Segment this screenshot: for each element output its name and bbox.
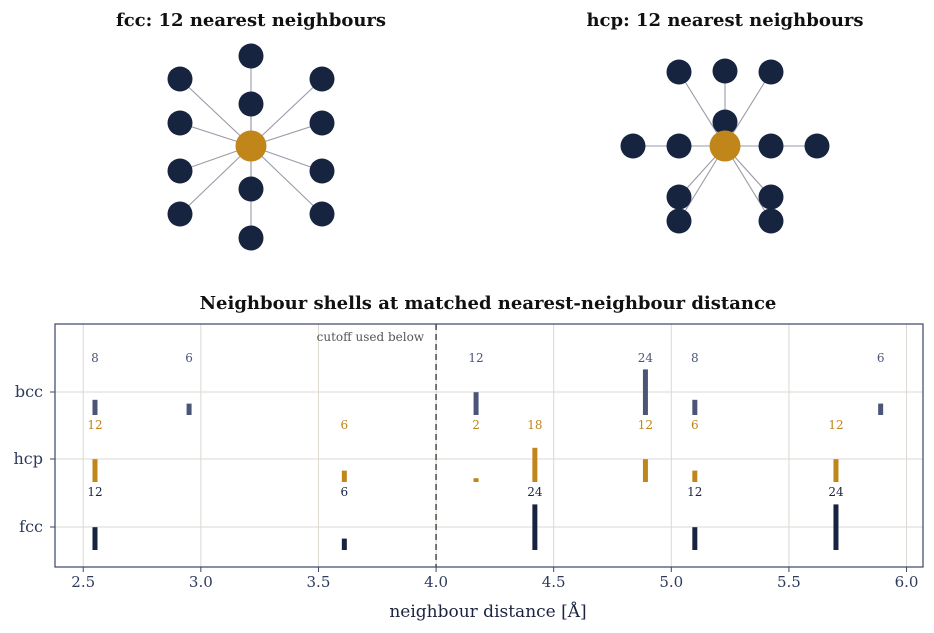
- fcc-neighbour-atom: [167, 110, 193, 136]
- fcc-shell-count-label: 24: [527, 485, 543, 499]
- hcp-shell-bar: [341, 470, 347, 482]
- x-axis-label: neighbour distance [Å]: [389, 601, 586, 622]
- fcc-neighbour-atom: [238, 176, 264, 202]
- hcp-neighbour-atom: [620, 133, 646, 159]
- hcp-shell-count-label: 2: [472, 418, 480, 432]
- fcc-diagram-title: fcc: 12 nearest neighbours: [116, 10, 386, 31]
- hcp-shell-count-label: 6: [691, 418, 699, 432]
- fcc-shell-bar: [532, 504, 538, 550]
- hcp-shell-count-label: 6: [341, 418, 349, 432]
- hcp-shell-count-label: 12: [87, 418, 102, 432]
- hcp-neighbour-atom: [758, 208, 784, 234]
- hcp-neighbour-atom: [712, 58, 738, 84]
- fcc-shell-count-label: 24: [828, 485, 844, 499]
- fcc-shell-bar: [833, 504, 839, 550]
- bcc-shell-count-label: 12: [468, 351, 483, 365]
- fcc-shell-count-label: 6: [341, 485, 349, 499]
- x-tick-label: 3.0: [189, 573, 213, 591]
- hcp-shell-bar: [833, 459, 839, 482]
- bcc-shell-count-label: 6: [877, 351, 885, 365]
- hcp-neighbour-atom: [712, 109, 738, 135]
- hcp-neighbour-atom: [758, 133, 784, 159]
- hcp-shell-count-label: 12: [828, 418, 843, 432]
- hcp-neighbour-atom: [758, 184, 784, 210]
- shell-chart: cutoff used below 8 6 12 24 8 6 12 6 2 18 12 6 12 12 6…: [13, 323, 924, 622]
- y-tick-label-fcc: fcc: [19, 517, 43, 536]
- fcc-shell-bar: [341, 538, 347, 550]
- x-tick-label: 6.0: [895, 573, 919, 591]
- hcp-shell-bar: [642, 459, 648, 482]
- fcc-shell-count-label: 12: [87, 485, 102, 499]
- y-axis: bcc hcp fcc: [13, 382, 55, 536]
- x-axis: 2.5 3.0 3.5 4.0 4.5 5.0 5.5 6.0: [71, 567, 918, 591]
- bcc-shell-bar: [642, 369, 648, 415]
- fcc-neighbour-atom: [167, 66, 193, 92]
- fcc-neighbour-atom: [309, 201, 335, 227]
- fcc-atoms: [167, 43, 335, 251]
- hcp-neighbour-atom: [666, 59, 692, 85]
- fcc-neighbour-atom: [309, 110, 335, 136]
- x-tick-label: 2.5: [71, 573, 95, 591]
- fcc-neighbour-atom: [238, 43, 264, 69]
- hcp-shell-bar: [473, 478, 479, 482]
- bcc-shell-bar: [692, 399, 698, 415]
- bcc-shell-count-label: 8: [691, 351, 699, 365]
- fcc-neighbour-atom: [238, 91, 264, 117]
- fcc-neighbour-atom: [238, 225, 264, 251]
- hcp-shell-count-label: 18: [527, 418, 542, 432]
- y-tick-label-bcc: bcc: [15, 382, 43, 401]
- bcc-shell-count-label: 24: [638, 351, 654, 365]
- fcc-center-atom: [235, 130, 267, 162]
- fcc-neighbour-atom: [309, 158, 335, 184]
- hcp-shell-bar: [92, 459, 98, 482]
- fcc-diagram: fcc: 12 nearest neighbours: [116, 10, 386, 251]
- cutoff-label: cutoff used below: [317, 330, 425, 344]
- hcp-diagram: hcp: 12 nearest neighbours: [586, 10, 864, 234]
- y-tick-label-hcp: hcp: [13, 449, 43, 468]
- hcp-shell-bar: [692, 470, 698, 482]
- hcp-shell-bar: [532, 447, 538, 482]
- fcc-bond: [179, 78, 252, 147]
- bcc-shell-count-label: 6: [185, 351, 193, 365]
- bcc-shell-bar: [878, 403, 884, 415]
- x-tick-label: 5.0: [659, 573, 683, 591]
- bcc-shell-bar: [473, 392, 479, 415]
- x-tick-label: 4.5: [542, 573, 566, 591]
- bcc-shell-count-label: 8: [91, 351, 99, 365]
- hcp-neighbour-atom: [666, 184, 692, 210]
- fcc-shell-bar: [692, 527, 698, 550]
- hcp-neighbour-atom: [666, 208, 692, 234]
- cutoff-group: cutoff used below: [317, 324, 437, 567]
- hcp-atoms: [620, 58, 830, 234]
- hcp-neighbour-atom: [666, 133, 692, 159]
- x-tick-label: 4.0: [424, 573, 448, 591]
- bcc-shell-bar: [92, 399, 98, 415]
- fcc-bond: [250, 145, 323, 215]
- fcc-bond: [250, 78, 323, 147]
- hcp-diagram-title: hcp: 12 nearest neighbours: [586, 10, 863, 31]
- hcp-center-atom: [709, 130, 741, 162]
- fcc-neighbour-atom: [309, 66, 335, 92]
- plot-frame: [54, 323, 924, 568]
- hcp-shell-count-label: 12: [638, 418, 653, 432]
- hcp-neighbour-atom: [804, 133, 830, 159]
- fcc-neighbour-atom: [167, 158, 193, 184]
- chart-marks: 8 6 12 24 8 6 12 6 2 18 12 6 12 12 6 24 12 24: [87, 351, 884, 550]
- fcc-shell-count-label: 12: [687, 485, 702, 499]
- fcc-shell-bar: [92, 527, 98, 550]
- shell-chart-title: Neighbour shells at matched nearest-neig…: [200, 293, 777, 314]
- x-tick-label: 3.5: [307, 573, 331, 591]
- fcc-bond: [179, 145, 252, 215]
- hcp-neighbour-atom: [758, 59, 784, 85]
- x-tick-label: 5.5: [777, 573, 801, 591]
- bcc-shell-bar: [186, 403, 192, 415]
- fcc-neighbour-atom: [167, 201, 193, 227]
